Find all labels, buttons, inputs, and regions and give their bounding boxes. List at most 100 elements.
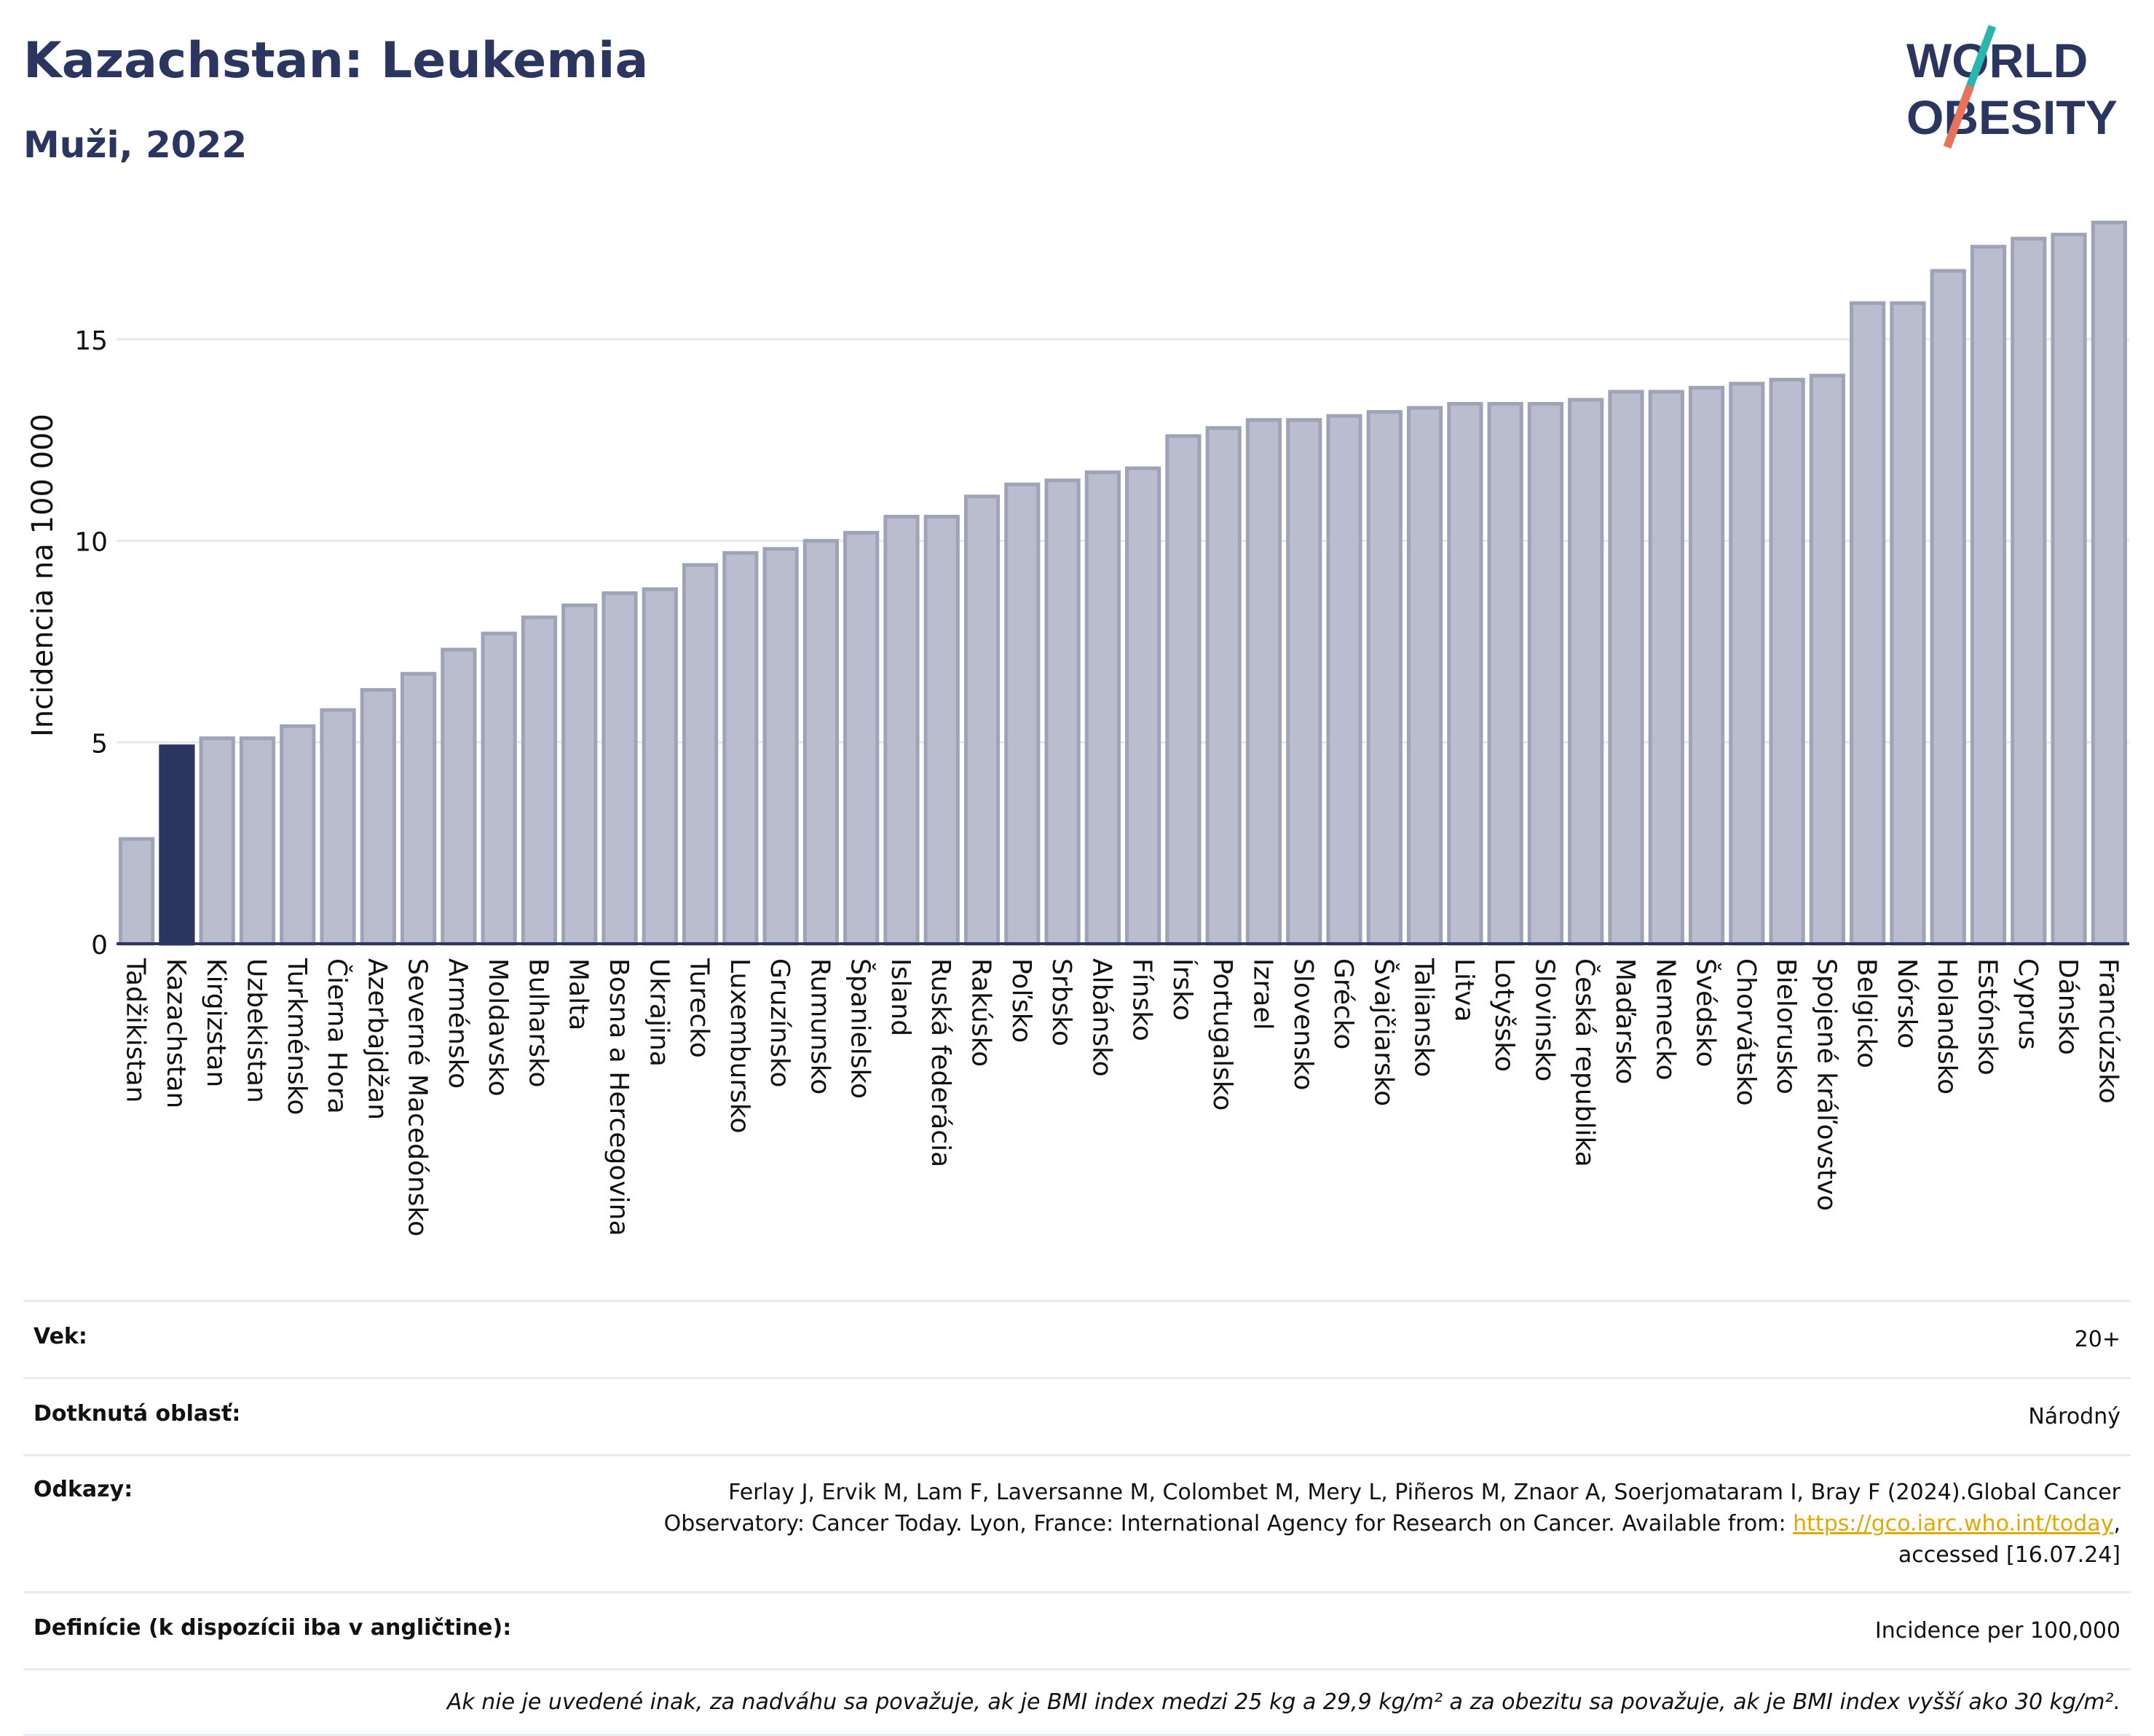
bar-32 — [1406, 406, 1443, 946]
refs-link[interactable]: https://gco.iarc.who.int/today — [1793, 1511, 2114, 1536]
area-value: Národný — [2028, 1404, 2121, 1429]
x-tick-label: Gruzínsko — [765, 958, 794, 1088]
bars — [119, 221, 2127, 946]
bar-30 — [1326, 414, 1362, 946]
bar-2 — [199, 736, 235, 946]
x-tick-label: Bosna a Hercegovina — [604, 958, 634, 1236]
bar-17 — [802, 539, 840, 946]
x-tick-label: Malta — [564, 958, 593, 1030]
bar-29 — [1286, 418, 1322, 946]
bar-28 — [1245, 418, 1282, 946]
bar-35 — [1527, 402, 1564, 946]
bar-25 — [1125, 466, 1161, 946]
y-axis-label: Incidencia na 100 000 — [26, 414, 60, 737]
x-tick-label: Albánsko — [1086, 958, 1116, 1077]
bar-26 — [1165, 434, 1202, 946]
bar-5 — [320, 708, 356, 946]
x-tick-label: Ruská federácia — [926, 958, 955, 1167]
bar-42 — [1809, 374, 1846, 946]
x-tick-label: Holandsko — [1932, 958, 1962, 1094]
x-tick-label: Cyprus — [2013, 958, 2043, 1050]
x-tick-label: Izrael — [1247, 958, 1277, 1030]
x-tick-label: Uzbekistan — [241, 958, 271, 1103]
x-tick-label: Fínsko — [1127, 958, 1157, 1041]
bar-12 — [601, 591, 638, 946]
bar-41 — [1769, 377, 1805, 946]
x-tick-label: Severné Macedónsko — [403, 958, 433, 1236]
bar-18 — [843, 531, 880, 946]
refs-value: Ferlay J, Ervik M, Lam F, Laversanne M, … — [663, 1480, 2121, 1568]
x-tick-label: Lotyšsko — [1489, 958, 1519, 1072]
y-tick-label: 10 — [74, 528, 108, 558]
x-tick-label: Luxembursko — [725, 958, 754, 1133]
bar-33 — [1447, 402, 1483, 946]
meta-row-refs: Odkazy: Ferlay J, Ervik M, Lam F, Lavers… — [23, 1454, 2131, 1591]
refs-text-2: Observatory: Cancer Today. Lyon, France:… — [663, 1511, 1794, 1536]
bar-46 — [1970, 245, 2007, 946]
x-tick-label: Tadžikistan — [121, 958, 151, 1102]
bar-3 — [239, 736, 276, 946]
x-tick-label: Srbsko — [1046, 958, 1076, 1046]
x-tick-label: Azerbajdžan — [362, 958, 392, 1120]
x-tick-label: Chorvátsko — [1731, 958, 1761, 1106]
x-tick-label: Česká republika — [1570, 958, 1601, 1167]
x-tick-label: Francúzsko — [2093, 958, 2123, 1104]
bar-21 — [963, 494, 1001, 946]
y-tick-labels: 0 5 10 15 — [74, 326, 108, 960]
bar-44 — [1890, 301, 1926, 946]
meta-table: Vek: 20+ Dotknutá oblasť: Národný Odkazy… — [23, 1300, 2131, 1736]
bar-31 — [1366, 410, 1403, 946]
x-tick-label: Bielorusko — [1771, 958, 1801, 1094]
bar-1 — [159, 744, 195, 946]
x-tick-label: Moldavsko — [483, 958, 513, 1097]
meta-row-area: Dotknutá oblasť: Národný — [23, 1377, 2131, 1454]
x-tick-label: Švédsko — [1691, 958, 1721, 1068]
bar-15 — [722, 551, 759, 946]
bar-13 — [642, 587, 678, 946]
logo-line2: OBESITY — [1906, 90, 2118, 144]
x-tick-label: Grécko — [1328, 958, 1358, 1049]
x-tick-label: Kirgizstan — [201, 958, 231, 1087]
logo-slash-coral — [1943, 84, 1975, 149]
bar-0 — [119, 837, 155, 946]
bar-39 — [1688, 385, 1725, 946]
page-title: Kazachstan: Leukemia — [23, 32, 649, 90]
page-subtitle: Muži, 2022 — [23, 124, 248, 166]
bar-45 — [1930, 269, 1966, 946]
x-tick-label: Španielsko — [845, 958, 876, 1099]
bar-27 — [1205, 426, 1242, 946]
age-value: 20+ — [2074, 1327, 2121, 1352]
bar-8 — [441, 647, 477, 946]
refs-text-3: accessed [16.07.24] — [1898, 1542, 2121, 1568]
bar-14 — [682, 563, 719, 946]
bar-23 — [1044, 478, 1081, 946]
bar-4 — [280, 724, 316, 946]
x-tick-label: Nemecko — [1650, 958, 1680, 1081]
def-value: Incidence per 100,000 — [1874, 1618, 2121, 1644]
x-tick-label: Litva — [1449, 958, 1479, 1022]
x-tick-label: Nórsko — [1892, 958, 1922, 1049]
bar-16 — [762, 547, 799, 946]
x-tick-label: Maďarsko — [1610, 958, 1640, 1084]
bar-43 — [1850, 301, 1886, 946]
bar-40 — [1729, 382, 1765, 946]
bar-49 — [2091, 221, 2127, 946]
x-tick-label: Arménsko — [443, 958, 473, 1089]
x-tick-label: Island — [885, 958, 915, 1036]
x-tick-label: Bulharsko — [523, 958, 553, 1088]
world-obesity-logo: WORLD OBESITY — [1906, 25, 2118, 149]
x-tick-label: Slovensko — [1288, 958, 1318, 1091]
y-tick-label: 0 — [91, 931, 108, 960]
x-tick-label: Írsko — [1167, 958, 1198, 1021]
bar-20 — [923, 514, 960, 946]
bar-chart: 0 5 10 15 Tadžikistan Kazachstan Kirgizstan Uz… — [26, 221, 2129, 1236]
x-tick-label: Rakúsko — [966, 958, 996, 1067]
x-tick-label: Spojené kráľovstvo — [1811, 958, 1841, 1211]
x-tick-label: Čierna Hora — [322, 958, 352, 1114]
x-tick-label: Turecko — [685, 958, 714, 1058]
def-label: Definície (k dispozícii iba v angličtine… — [33, 1615, 512, 1641]
bar-48 — [2051, 232, 2087, 946]
bar-24 — [1084, 470, 1121, 946]
bar-37 — [1608, 390, 1644, 946]
x-tick-label: Kazachstan — [161, 958, 191, 1108]
